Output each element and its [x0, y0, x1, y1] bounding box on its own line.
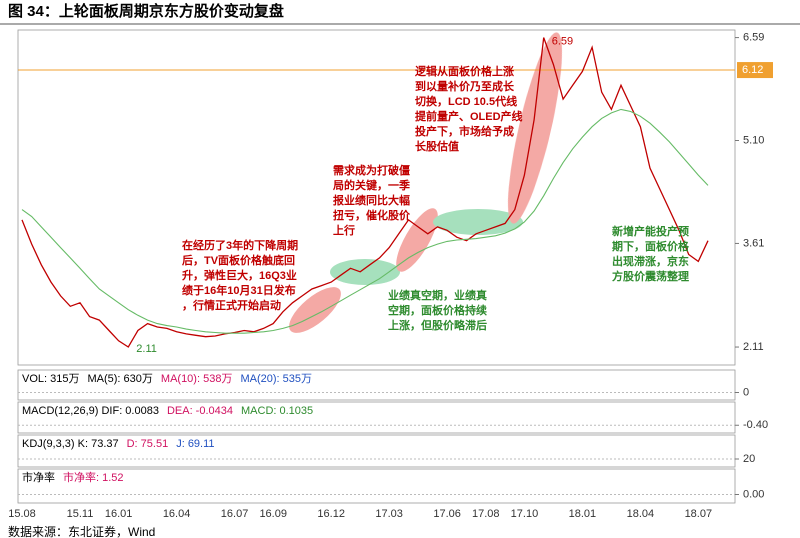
annotation: 方股价震荡整理	[612, 269, 689, 283]
x-tick-label: 17.03	[375, 508, 403, 520]
legend-entry: 市净率: 1.52	[63, 470, 124, 484]
annotation: ，行情正式开始启动	[182, 298, 281, 312]
legend-entry: D: 75.51	[127, 438, 169, 450]
legend-entry: MACD: 0.1035	[241, 405, 313, 417]
annotation: 局的关键，一季	[332, 178, 411, 192]
legend-entry: MA(10): 538万	[161, 373, 233, 385]
annotation: 空期，面板价格持续	[388, 303, 487, 317]
source: 数据来源：东北证券，Wind	[8, 524, 155, 538]
annotation: 长股估值	[415, 139, 459, 153]
x-tick-label: 16.07	[221, 508, 249, 520]
y-tick-label: 0.00	[743, 488, 764, 500]
y-tick-label: -0.40	[743, 419, 768, 431]
annotation: 新增产能投产预	[612, 224, 689, 238]
annotation: 扭亏，催化股价	[333, 208, 411, 222]
x-tick-label: 17.06	[433, 508, 461, 520]
main-panel	[17, 29, 736, 366]
y-tick-label: 20	[743, 453, 755, 465]
annotation: 报业绩同比大幅	[333, 193, 410, 207]
annotation: 出现滞涨，京东	[612, 254, 689, 268]
min-label: 2.11	[136, 343, 157, 355]
annotation: 到以量补价乃至成长	[415, 79, 515, 93]
y-tick-label: 0	[743, 386, 749, 398]
max-label: 6.59	[552, 36, 573, 48]
annotation: 升，弹性巨大，16Q3业	[182, 268, 297, 282]
legend-entry: 市净率	[22, 470, 55, 484]
highlight	[507, 32, 563, 224]
sub-panel	[17, 369, 736, 401]
annotation: 绩于16年10月31日发布	[182, 283, 296, 297]
x-tick-label: 16.12	[317, 508, 345, 520]
x-tick-label: 17.08	[472, 508, 500, 520]
reference-box	[737, 62, 773, 79]
legend-entry: DEA: -0.0434	[167, 405, 233, 417]
y-tick-label: 2.11	[743, 341, 764, 353]
annotation: 逻辑从面板价格上涨	[415, 64, 514, 78]
x-tick-label: 16.01	[105, 508, 133, 520]
y-tick-label: 5.10	[743, 134, 764, 146]
annotation: 上涨，但股价略滞后	[388, 318, 487, 332]
x-tick-label: 16.09	[259, 508, 287, 520]
x-tick-label: 15.08	[8, 508, 36, 520]
legend-entry: MA(20): 535万	[240, 373, 312, 385]
chart-title: 图 34：上轮面板周期京东方股价变动复盘	[8, 2, 284, 20]
annotation: 提前量产、OLED产线	[415, 109, 523, 123]
annotation: 业绩真空期，业绩真	[388, 288, 487, 302]
x-tick-label: 15.11	[67, 508, 94, 520]
sub-panel	[17, 401, 736, 434]
legend-entry: MA(5): 630万	[87, 373, 152, 385]
y-tick-label: 6.59	[743, 32, 764, 44]
annotation: 期下，面板价格	[612, 239, 690, 253]
price-line	[21, 108, 709, 334]
y-tick-label: 3.61	[743, 237, 764, 249]
price-line	[21, 37, 709, 348]
x-tick-label: 16.04	[163, 508, 191, 520]
sub-panel	[17, 468, 736, 504]
annotation: 投产下，市场给予成	[415, 124, 514, 138]
annotation: 切换，LCD 10.5代线	[415, 94, 517, 108]
legend-entry: MACD(12,26,9) DIF: 0.0083	[22, 405, 159, 417]
x-tick-label: 18.04	[627, 508, 655, 520]
x-tick-label: 18.01	[569, 508, 597, 520]
annotation: 后，TV面板价格触底回	[182, 253, 295, 267]
annotation: 需求成为打破僵	[333, 163, 410, 177]
legend-entry: J: 69.11	[176, 438, 214, 450]
legend-entry: KDJ(9,3,3) K: 73.37	[22, 438, 119, 450]
highlight	[396, 208, 438, 272]
annotation: 上行	[333, 223, 355, 237]
legend-entry: VOL: 315万	[22, 373, 79, 385]
x-tick-label: 18.07	[685, 508, 713, 520]
sub-panel	[17, 434, 736, 468]
highlight	[330, 259, 400, 285]
highlight	[433, 209, 523, 235]
reference-label: 6.12	[742, 64, 763, 76]
annotation: 在经历了3年的下降周期	[182, 238, 298, 252]
x-tick-label: 17.10	[511, 508, 539, 520]
